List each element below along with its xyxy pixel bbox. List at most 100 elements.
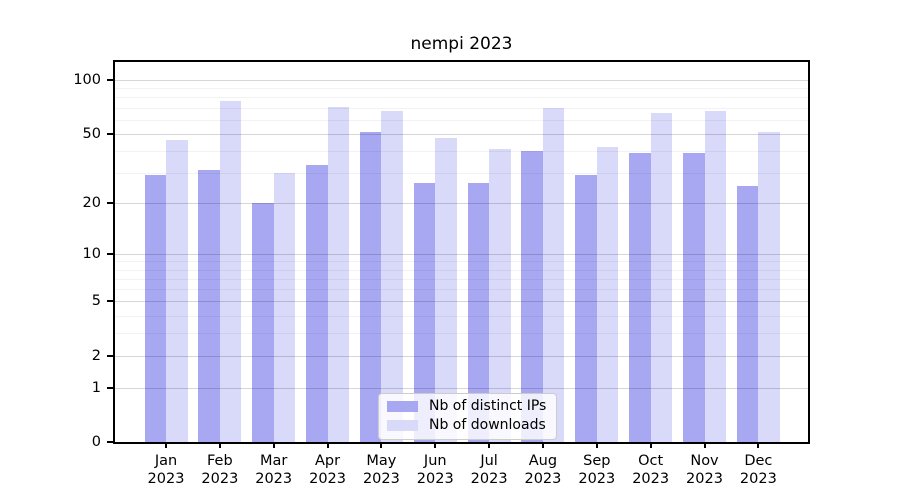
y-tick-label-20: 20 [82,195,101,212]
month-label: Jul [480,453,498,469]
bar-feb-downloads [219,101,242,442]
year-label: 2023 [524,471,562,487]
y-tick-5 [107,300,113,303]
bar-jan-downloads [166,139,188,442]
y-tick-100 [107,78,113,81]
x-tick-label-dec: Dec 2023 [718,452,798,488]
bar-dec-downloads [758,132,780,442]
x-tick-label-feb: Feb 2023 [180,452,260,488]
y-gridline-minor-7 [115,278,808,280]
bar-may-downloads [381,111,403,442]
x-tick-mar [272,440,275,448]
y-gridline-minor-8 [115,269,808,271]
y-gridline-minor-40 [115,150,808,152]
year-label: 2023 [739,471,777,487]
legend-swatch-downloads [387,420,418,431]
y-gridline-minor-3 [115,333,808,335]
bar-jun-ips [413,183,436,442]
x-tick-label-jul: Jul 2023 [449,452,529,488]
y-gridline-major-2 [115,355,808,357]
y-tick-label-0: 0 [91,434,101,450]
legend-swatch-distinct-ips [387,401,418,412]
x-tick-label-apr: Apr 2023 [288,452,368,488]
y-tick-0 [107,441,113,443]
year-label: 2023 [416,471,454,487]
bar-jul-downloads [489,148,511,442]
year-label: 2023 [470,471,508,487]
y-gridline-major-100 [115,79,808,81]
legend-label-downloads: Nb of downloads [429,417,546,433]
year-label: 2023 [201,471,239,487]
y-gridline-major-10 [115,253,808,255]
legend: Nb of distinct IPs Nb of downloads [378,393,558,440]
y-tick-50 [107,132,113,135]
y-gridline-minor-90 [115,88,808,90]
y-tick-label-10: 10 [82,245,101,262]
x-tick-oct [649,440,652,448]
y-tick-2 [107,354,113,357]
x-tick-label-aug: Aug 2023 [503,452,583,488]
y-gridline-minor-60 [115,119,808,121]
month-label: Dec [744,453,773,469]
year-label: 2023 [309,471,346,487]
x-tick-label-sep: Sep 2023 [557,452,637,488]
bar-mar-downloads [273,172,296,442]
bar-apr-downloads [327,106,350,442]
x-tick-aug [541,440,544,448]
x-tick-jan [165,440,167,448]
month-label: Aug [528,453,558,469]
x-tick-jul [488,440,491,448]
plot-area: 100 50 20 10 5 2 1 0 Jan 2023 Feb 2023 Mar 2023 Apr 202… [73,60,810,487]
y-gridline-minor-4 [115,315,808,317]
y-tick-label-5: 5 [91,293,101,310]
x-tick-nov [703,440,706,448]
year-label: 2023 [255,471,293,487]
bar-sep-ips [575,175,597,442]
bar-jun-downloads [435,138,457,442]
y-gridline-minor-80 [115,97,808,99]
x-tick-label-nov: Nov 2023 [665,452,745,488]
y-tick-10 [107,252,113,255]
bar-aug-downloads [542,107,565,442]
y-gridline-minor-6 [115,289,808,291]
legend-item-distinct-ips: Nb of distinct IPs [387,398,546,415]
month-label: Apr [315,453,341,469]
year-label: 2023 [686,471,723,487]
month-label: May [366,453,397,469]
legend-item-downloads: Nb of downloads [387,417,546,434]
month-label: Mar [260,453,288,469]
year-label: 2023 [578,471,616,487]
y-tick-20 [107,202,113,205]
x-tick-jun [434,440,437,448]
y-gridline-major-1 [115,387,808,389]
x-tick-sep [595,440,598,448]
bar-oct-downloads [650,113,673,442]
month-label: Feb [207,453,233,469]
x-tick-dec [757,440,760,448]
bar-nov-ips [683,152,705,442]
legend-label-distinct-ips: Nb of distinct IPs [429,398,547,414]
bar-dec-ips [736,186,759,442]
month-label: Jan [154,453,178,469]
y-tick-label-100: 100 [73,71,101,88]
x-tick-label-mar: Mar 2023 [234,452,314,488]
x-tick-label-jun: Jun 2023 [395,452,475,488]
x-tick-apr [326,440,329,448]
x-tick-label-oct: Oct 2023 [611,452,691,488]
bar-oct-ips [629,152,651,442]
x-tick-label-jan: Jan 2023 [126,452,206,488]
x-tick-label-may: May 2023 [341,452,421,488]
month-label: Nov [690,453,719,469]
y-gridline-major-5 [115,301,808,303]
bar-aug-ips [521,150,543,442]
y-tick-1 [107,386,113,389]
y-gridline-minor-9 [115,261,808,263]
bar-jan-ips [144,175,166,442]
x-tick-may [380,440,383,448]
year-label: 2023 [362,471,400,487]
bar-nov-downloads [704,111,726,442]
y-gridline-major-20 [115,203,808,205]
x-tick-feb [218,440,221,448]
bar-may-ips [359,132,382,442]
y-tick-label-50: 50 [82,125,101,142]
